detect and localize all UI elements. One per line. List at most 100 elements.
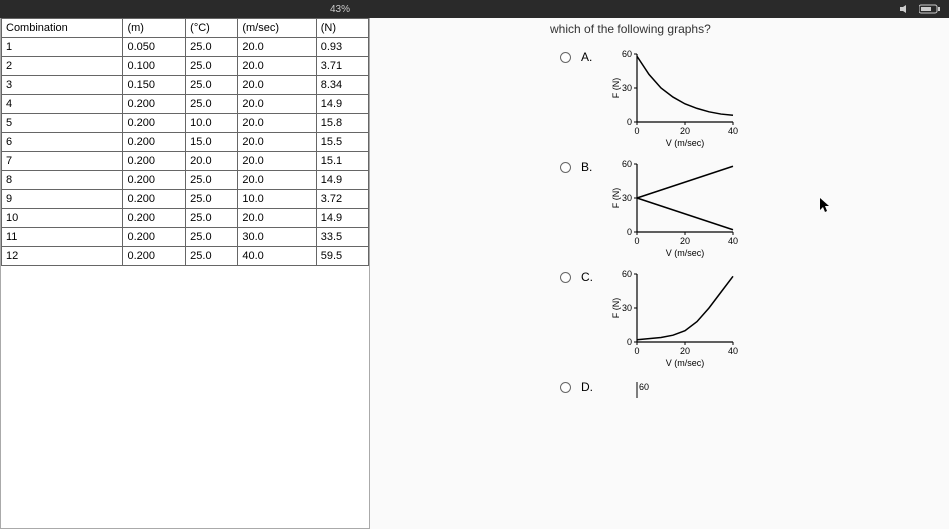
chart-B: 0306002040V (m/sec)F (N) [609, 158, 739, 258]
table-row: 40.20025.020.014.9 [2, 95, 369, 114]
table-cell: 10.0 [186, 114, 238, 133]
table-cell: 20.0 [238, 95, 316, 114]
content-area: Combination(m)(°C)(m/sec)(N) 10.05025.02… [0, 18, 949, 529]
svg-text:F (N): F (N) [611, 188, 621, 209]
table-cell: 59.5 [316, 247, 368, 266]
table-cell: 10.0 [238, 190, 316, 209]
col-header: Combination [2, 19, 123, 38]
svg-text:V (m/sec): V (m/sec) [666, 138, 705, 148]
table-body: 10.05025.020.00.9320.10025.020.03.7130.1… [2, 38, 369, 266]
svg-text:20: 20 [680, 346, 690, 356]
speaker-icon[interactable] [899, 4, 913, 14]
table-cell: 20.0 [238, 133, 316, 152]
table-row: 80.20025.020.014.9 [2, 171, 369, 190]
table-cell: 0.200 [123, 114, 186, 133]
table-cell: 20.0 [238, 209, 316, 228]
table-cell: 10 [2, 209, 123, 228]
table-cell: 20.0 [186, 152, 238, 171]
table-cell: 3.71 [316, 57, 368, 76]
table-cell: 15.0 [186, 133, 238, 152]
col-header: (m) [123, 19, 186, 38]
svg-text:40: 40 [728, 346, 738, 356]
svg-text:0: 0 [634, 346, 639, 356]
table-row: 110.20025.030.033.5 [2, 228, 369, 247]
table-cell: 25.0 [186, 209, 238, 228]
topbar-right [899, 4, 941, 14]
table-cell: 0.050 [123, 38, 186, 57]
svg-text:0: 0 [627, 227, 632, 237]
table-cell: 12 [2, 247, 123, 266]
table-cell: 14.9 [316, 209, 368, 228]
table-cell: 0.150 [123, 76, 186, 95]
svg-text:V (m/sec): V (m/sec) [666, 248, 705, 258]
table-cell: 30.0 [238, 228, 316, 247]
question-text: which of the following graphs? [550, 22, 929, 36]
svg-text:F (N): F (N) [611, 78, 621, 99]
table-row: 60.20015.020.015.5 [2, 133, 369, 152]
progress-text: 43% [330, 4, 350, 15]
table-cell: 14.9 [316, 171, 368, 190]
option-C[interactable]: C. 0306002040V (m/sec)F (N) [560, 268, 929, 368]
svg-text:40: 40 [728, 126, 738, 136]
table-cell: 20.0 [238, 114, 316, 133]
table-row: 90.20025.010.03.72 [2, 190, 369, 209]
table-cell: 0.200 [123, 228, 186, 247]
table-cell: 4 [2, 95, 123, 114]
table-cell: 25.0 [186, 228, 238, 247]
option-D[interactable]: D. 60 [560, 378, 929, 398]
svg-text:30: 30 [622, 193, 632, 203]
svg-text:20: 20 [680, 126, 690, 136]
table-cell: 33.5 [316, 228, 368, 247]
table-cell: 20.0 [238, 171, 316, 190]
option-A[interactable]: A. 0306002040V (m/sec)F (N) [560, 48, 929, 148]
svg-text:0: 0 [634, 126, 639, 136]
top-bar: 43% [0, 0, 949, 18]
svg-text:60: 60 [639, 382, 649, 392]
svg-text:60: 60 [622, 269, 632, 279]
table-cell: 0.200 [123, 209, 186, 228]
col-header: (°C) [186, 19, 238, 38]
svg-text:F (N): F (N) [611, 298, 621, 319]
option-label-B: B. [581, 160, 595, 174]
data-table-panel: Combination(m)(°C)(m/sec)(N) 10.05025.02… [0, 18, 370, 529]
table-cell: 40.0 [238, 247, 316, 266]
col-header: (N) [316, 19, 368, 38]
table-cell: 15.8 [316, 114, 368, 133]
table-cell: 0.200 [123, 171, 186, 190]
col-header: (m/sec) [238, 19, 316, 38]
option-B[interactable]: B. 0306002040V (m/sec)F (N) [560, 158, 929, 258]
data-table: Combination(m)(°C)(m/sec)(N) 10.05025.02… [1, 18, 369, 266]
table-cell: 25.0 [186, 190, 238, 209]
table-cell: 3 [2, 76, 123, 95]
table-cell: 20.0 [238, 152, 316, 171]
table-cell: 0.93 [316, 38, 368, 57]
table-row: 10.05025.020.00.93 [2, 38, 369, 57]
table-cell: 6 [2, 133, 123, 152]
option-label-C: C. [581, 270, 595, 284]
table-cell: 25.0 [186, 95, 238, 114]
radio-B[interactable] [560, 162, 571, 173]
table-cell: 20.0 [238, 57, 316, 76]
radio-A[interactable] [560, 52, 571, 63]
svg-text:0: 0 [627, 117, 632, 127]
option-label-A: A. [581, 50, 595, 64]
svg-text:30: 30 [622, 83, 632, 93]
chart-A: 0306002040V (m/sec)F (N) [609, 48, 739, 148]
radio-D[interactable] [560, 382, 571, 393]
option-label-D: D. [581, 380, 595, 394]
table-cell: 25.0 [186, 57, 238, 76]
table-cell: 0.200 [123, 152, 186, 171]
table-cell: 15.1 [316, 152, 368, 171]
svg-text:30: 30 [622, 303, 632, 313]
table-header-row: Combination(m)(°C)(m/sec)(N) [2, 19, 369, 38]
svg-text:20: 20 [680, 236, 690, 246]
table-cell: 0.200 [123, 95, 186, 114]
table-cell: 11 [2, 228, 123, 247]
table-row: 30.15025.020.08.34 [2, 76, 369, 95]
radio-C[interactable] [560, 272, 571, 283]
table-cell: 7 [2, 152, 123, 171]
table-row: 70.20020.020.015.1 [2, 152, 369, 171]
table-cell: 3.72 [316, 190, 368, 209]
table-cell: 0.200 [123, 133, 186, 152]
table-row: 20.10025.020.03.71 [2, 57, 369, 76]
